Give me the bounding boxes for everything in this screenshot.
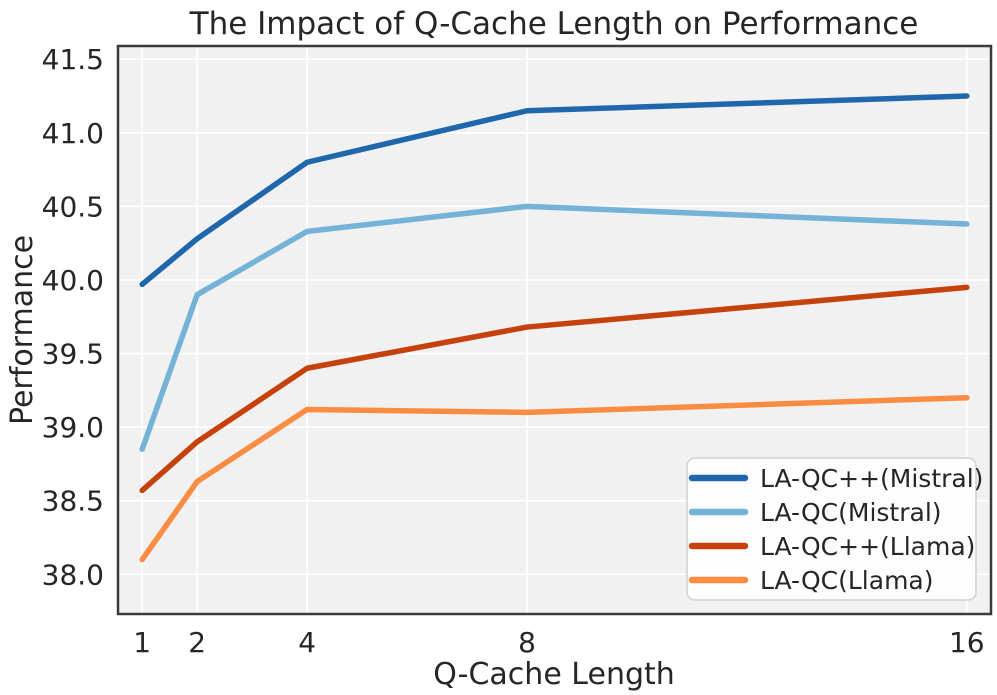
legend-label: LA-QC++(Llama) [760, 532, 975, 561]
x-tick-label: 8 [518, 626, 536, 659]
legend: LA-QC++(Mistral) LA-QC(Mistral) LA-QC++(Ll… [686, 457, 983, 601]
chart-title: The Impact of Q-Cache Length on Performa… [189, 6, 919, 42]
x-tick-label: 4 [298, 626, 316, 659]
y-tick-label: 41.5 [42, 43, 104, 76]
y-tick-label: 40.0 [42, 264, 104, 297]
y-tick-label: 38.0 [42, 558, 104, 591]
y-tick-label: 39.5 [42, 338, 104, 371]
y-tick-label: 40.5 [42, 190, 104, 223]
legend-label: LA-QC(Llama) [760, 566, 934, 595]
plot-border [116, 44, 993, 616]
series-line-la-qc-mistral- [139, 93, 970, 288]
x-tick-label: 1 [133, 626, 151, 659]
y-tick-label: 39.0 [42, 411, 104, 444]
legend-box [686, 457, 977, 601]
series-lines [139, 93, 970, 563]
legend-label: LA-QC++(Mistral) [760, 464, 983, 493]
series-line-la-qc-llama- [139, 394, 970, 563]
gridlines [118, 46, 991, 614]
y-axis-label: Performance [5, 235, 40, 425]
tick-labels: 38.0 38.5 39.0 39.5 40.0 40.5 41.0 41.5 1 2 4 8 16 [42, 43, 985, 659]
x-axis-label: Q-Cache Length [433, 657, 675, 692]
series-line-la-qc-llama- [139, 284, 970, 494]
x-tick-label: 16 [949, 626, 985, 659]
y-tick-label: 38.5 [42, 485, 104, 518]
legend-label: LA-QC(Mistral) [760, 498, 942, 527]
x-tick-label: 2 [188, 626, 206, 659]
series-line-la-qc-mistral- [139, 203, 970, 452]
plot-border-rect [116, 44, 993, 616]
y-tick-label: 41.0 [42, 117, 104, 150]
